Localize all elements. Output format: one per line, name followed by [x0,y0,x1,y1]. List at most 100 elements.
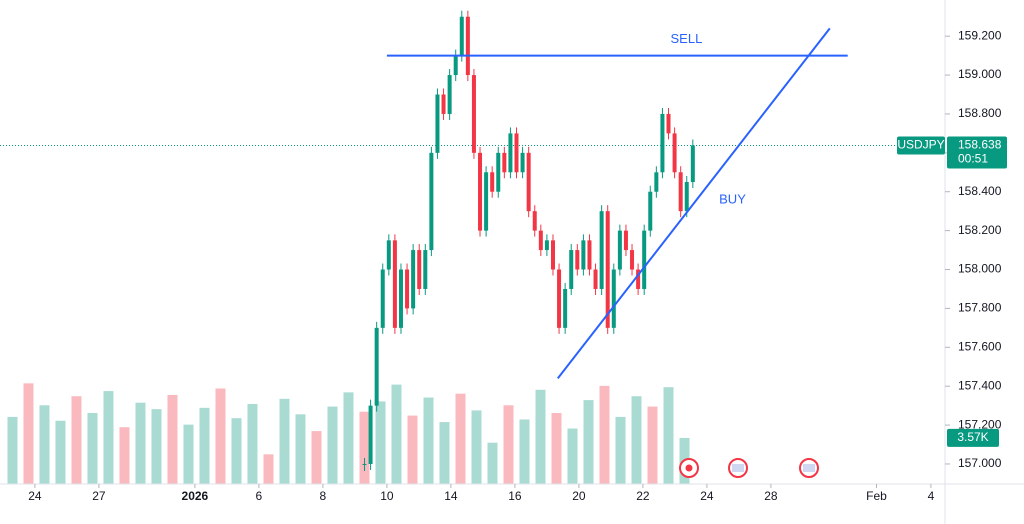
volume-bar [247,403,258,484]
volume-bar [423,397,434,484]
candle [660,113,665,173]
candle [636,269,641,289]
candle [684,182,689,212]
volume-bar [183,424,194,484]
volume-bar [391,384,402,484]
candle [423,250,428,289]
candle [502,152,507,173]
candle [478,152,483,231]
candle [581,240,586,270]
candle [575,250,580,270]
volume-bar [23,383,34,484]
x-tick-label: 16 [508,489,522,503]
volume-bar [263,454,274,484]
candle [611,269,616,328]
annotation-label: BUY [719,191,746,206]
volume-bar [343,392,354,484]
volume-bar [455,393,466,484]
candle [623,230,628,251]
volume-bar [647,406,658,484]
candle [514,133,519,173]
candle [690,145,695,183]
candle [484,172,489,231]
volume-bar [55,420,66,484]
volume-bar [87,413,98,484]
volume-bar [7,416,18,484]
event-flag [803,464,815,472]
y-tick-label: 158.800 [958,106,1002,120]
candle [617,230,622,270]
x-tick-label: 2026 [182,489,209,503]
event-icons [679,458,819,478]
candle [405,269,410,309]
volume-bar [567,428,578,484]
y-tick-label: 157.400 [958,378,1002,392]
volume-bar [119,427,130,484]
event-icon-dot [685,464,693,472]
candle [557,269,562,328]
candle [398,269,403,328]
event-flag [732,464,744,472]
y-tick-label: 158.200 [958,223,1002,237]
candle [599,211,604,289]
candle [368,405,373,464]
x-tick-label: 24 [700,489,714,503]
price-tag-symbol: USDJPY [897,138,944,152]
candle [441,94,446,114]
candle [666,113,671,134]
candle [411,250,416,309]
candle [532,211,537,231]
volume-bar [487,442,498,484]
candle [630,250,635,270]
candle [471,75,476,153]
volume-bar [151,409,162,484]
candle [447,75,452,114]
candle [587,240,592,270]
plot [0,10,945,484]
volume-bar [471,410,482,484]
volume-bar [295,414,306,484]
candle [392,240,397,328]
x-tick-label: 22 [636,489,650,503]
volume-bar [279,398,290,484]
candle [386,240,391,270]
volume-bar [503,405,514,484]
volume-bar [439,422,450,484]
y-tick-label: 157.800 [958,301,1002,315]
y-tick-label: 157.200 [958,417,1002,431]
x-tick-label: 6 [256,489,263,503]
x-tick-label: 27 [92,489,106,503]
volume-bar [615,416,626,484]
volume-label-box [947,428,999,447]
volume-bar [663,387,674,484]
volume-bar [103,391,114,484]
candle [593,269,598,289]
volume-bar [535,389,546,484]
candle [435,94,440,153]
x-tick-label: 8 [320,489,327,503]
price-tag: 158.638 [958,138,1002,152]
candle [544,240,549,251]
y-tick-label: 157.600 [958,339,1002,353]
candle [569,250,574,289]
candle [496,152,501,192]
volume-bar [359,411,370,484]
candle [429,152,434,251]
x-tick-label: 14 [444,489,458,503]
candle [550,240,555,270]
candle [453,55,458,76]
volume-bar [519,419,530,484]
y-tick-label: 158.400 [958,184,1002,198]
volume-bar [135,402,146,484]
candle [362,463,367,465]
candle [520,152,525,173]
volume-bar [167,394,178,484]
volume-bar [407,415,418,484]
y-tick-label: 159.200 [958,28,1002,42]
volume-bar [71,396,82,484]
trend-line [556,27,831,380]
candle [654,172,659,192]
x-tick-label: 10 [380,489,394,503]
candle [459,16,464,56]
